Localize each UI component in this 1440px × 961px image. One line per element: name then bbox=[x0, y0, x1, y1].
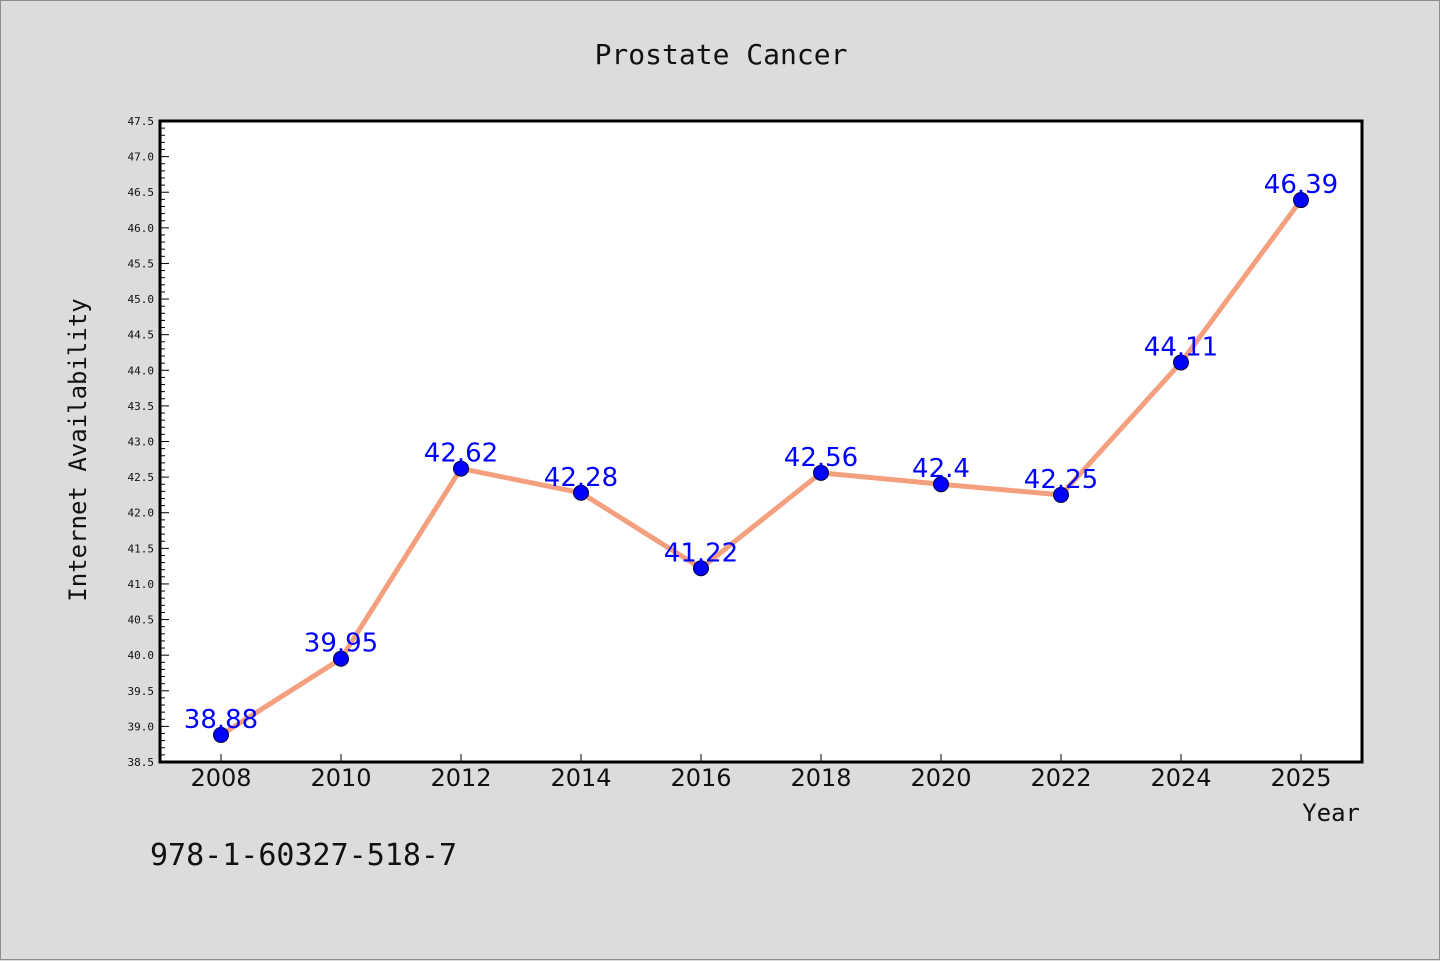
chart-title: Prostate Cancer bbox=[595, 38, 848, 71]
x-tick-label: 2020 bbox=[910, 764, 971, 792]
data-markers bbox=[213, 192, 1309, 743]
data-label: 38.88 bbox=[184, 705, 258, 735]
data-point bbox=[453, 460, 469, 477]
y-tick-label: 44.0 bbox=[128, 364, 155, 377]
data-point bbox=[213, 726, 229, 743]
data-label: 42.4 bbox=[912, 454, 970, 484]
plot-area bbox=[158, 119, 1364, 764]
x-tick-label: 2018 bbox=[790, 764, 851, 792]
data-label: 42.25 bbox=[1024, 465, 1098, 495]
x-tick-label: 2014 bbox=[550, 764, 611, 792]
series-line bbox=[218, 197, 1304, 738]
data-label: 39.95 bbox=[304, 629, 378, 659]
x-axis-ticks: 2008 2010 2012 2014 2016 2018 2020 2022 2024 2025 bbox=[190, 754, 1332, 792]
y-axis-label: Internet Availability bbox=[64, 298, 92, 601]
y-tick-label: 41.0 bbox=[128, 578, 155, 591]
y-tick-label: 40.0 bbox=[128, 649, 155, 662]
data-point bbox=[1173, 354, 1189, 371]
data-point bbox=[1053, 486, 1069, 503]
y-tick-label: 45.5 bbox=[128, 257, 155, 270]
data-label: 42.56 bbox=[784, 443, 858, 473]
data-labels: 38.88 39.95 42.62 42.28 41.22 42.56 42.4 42.25 4… bbox=[184, 170, 1338, 735]
x-tick-label: 2016 bbox=[670, 764, 731, 792]
y-tick-label: 46.5 bbox=[128, 186, 155, 199]
y-axis-ticks: 38.5 39.0 39.5 40.0 40.5 41.0 41.5 42.0 42.5 43.0… bbox=[128, 115, 169, 769]
x-tick-label: 2008 bbox=[190, 764, 251, 792]
data-point bbox=[933, 476, 949, 493]
data-point bbox=[1293, 192, 1309, 209]
x-tick-label: 2012 bbox=[430, 764, 491, 792]
y-tick-label: 38.5 bbox=[128, 756, 155, 769]
y-tick-label: 43.0 bbox=[128, 436, 155, 449]
data-label: 44.11 bbox=[1144, 332, 1218, 362]
data-point bbox=[333, 650, 349, 667]
data-label: 41.22 bbox=[664, 538, 738, 568]
y-tick-label: 42.5 bbox=[128, 471, 155, 484]
y-tick-label: 47.0 bbox=[128, 151, 155, 164]
y-tick-label: 41.5 bbox=[128, 542, 155, 555]
y-tick-label: 45.0 bbox=[128, 293, 155, 306]
isbn-footnote: 978-1-60327-518-7 bbox=[150, 838, 457, 873]
data-label: 42.62 bbox=[424, 439, 498, 469]
y-tick-label: 42.0 bbox=[128, 507, 155, 520]
data-label: 42.28 bbox=[544, 463, 618, 493]
x-tick-label: 2022 bbox=[1030, 764, 1091, 792]
data-point bbox=[693, 560, 709, 577]
y-tick-label: 47.5 bbox=[128, 115, 155, 128]
x-tick-label: 2025 bbox=[1270, 764, 1331, 792]
y-tick-label: 43.5 bbox=[128, 400, 155, 413]
data-point bbox=[813, 464, 829, 481]
x-tick-label: 2024 bbox=[1150, 764, 1211, 792]
data-point bbox=[573, 484, 589, 501]
y-tick-label: 39.0 bbox=[128, 720, 155, 733]
y-tick-label: 46.0 bbox=[128, 222, 155, 235]
x-axis-label: Year bbox=[1302, 799, 1360, 827]
y-tick-label: 40.5 bbox=[128, 614, 155, 627]
x-tick-label: 2010 bbox=[310, 764, 371, 792]
data-label: 46.39 bbox=[1264, 170, 1338, 200]
y-tick-label: 39.5 bbox=[128, 685, 155, 698]
y-tick-label: 44.5 bbox=[128, 329, 155, 342]
